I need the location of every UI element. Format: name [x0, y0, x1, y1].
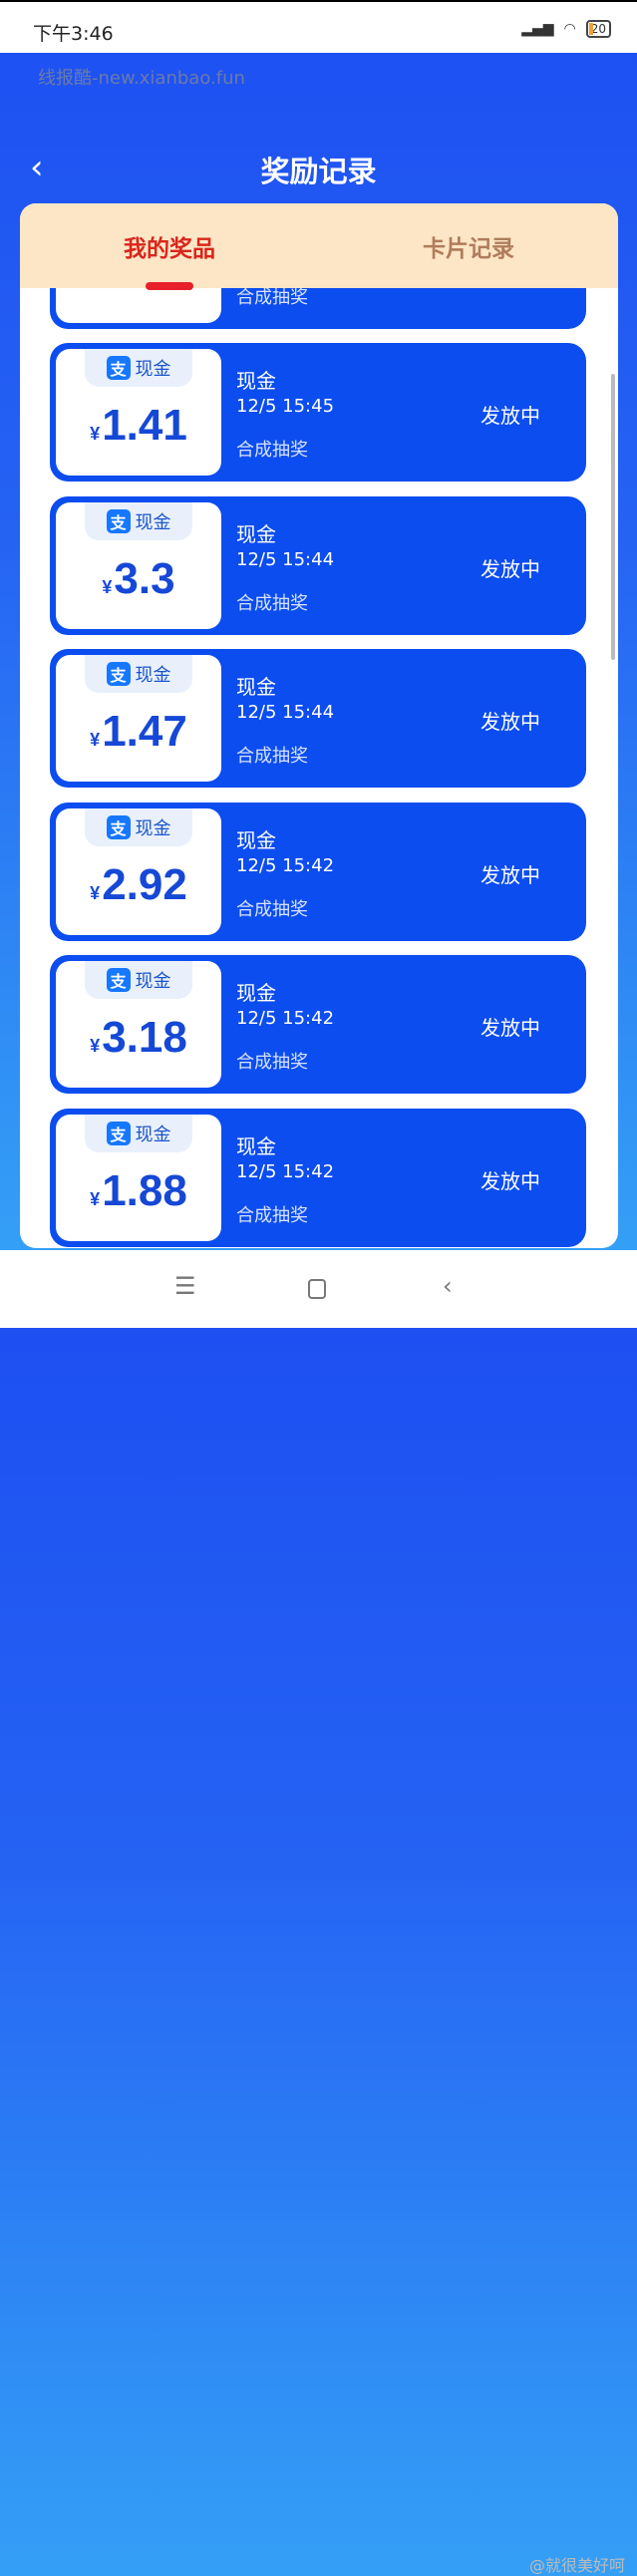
badge-label: 现金	[135, 817, 171, 839]
weibo-watermark: @就很美好呵	[528, 2556, 625, 2575]
badge-label: 现金	[135, 665, 171, 686]
prize-box: 支现金 ¥1.88	[56, 1114, 221, 1241]
tab-card-records[interactable]: 卡片记录	[319, 203, 618, 288]
amount-value: 1.47	[102, 707, 187, 756]
record-card[interactable]: 支现金 ¥2.92 现金 12/5 15:42 合成抽奖 发放中	[50, 802, 586, 941]
prize-amount: ¥3.18	[56, 1013, 221, 1063]
prize-box: 支现金 ¥1.41	[56, 349, 221, 476]
prize-amount: ¥2.92	[56, 860, 221, 910]
prize-amount: ¥3.3	[56, 554, 221, 604]
tab-label: 我的奖品	[124, 236, 215, 262]
header: ‹ 奖励记录	[0, 53, 637, 202]
badge-label: 现金	[135, 971, 171, 992]
amount-value: 2.92	[102, 859, 187, 909]
currency-symbol: ¥	[90, 1188, 101, 1209]
active-tab-indicator	[146, 282, 193, 290]
badge-label: 现金	[135, 511, 171, 533]
record-card[interactable]: 支现金 ¥3.18 现金 12/5 15:42 合成抽奖 发放中	[50, 955, 586, 1094]
record-title: 现金	[236, 1133, 276, 1158]
record-source: 合成抽奖	[236, 898, 308, 920]
alipay-icon: 支	[106, 662, 131, 686]
currency-symbol: ¥	[90, 882, 101, 903]
record-time: 12/5 15:45	[236, 396, 335, 417]
record-card[interactable]: 支现金 ¥1.88 现金 12/5 15:42 合成抽奖 发放中	[50, 1108, 586, 1247]
record-status: 发放中	[480, 862, 540, 887]
tab-my-prizes[interactable]: 我的奖品	[20, 203, 319, 290]
record-source: 合成抽奖	[236, 440, 308, 461]
record-source: 合成抽奖	[236, 1204, 308, 1226]
alipay-icon: 支	[106, 508, 131, 533]
alipay-icon: 支	[106, 968, 131, 992]
prize-badge: 支现金	[85, 807, 192, 846]
prize-badge: 支现金	[85, 349, 192, 387]
scrollbar[interactable]	[611, 374, 615, 660]
status-time: 下午3:46	[33, 23, 114, 45]
record-source: 合成抽奖	[236, 1052, 308, 1073]
record-title: 现金	[236, 981, 276, 1005]
badge-label: 现金	[135, 1124, 171, 1145]
record-title: 现金	[236, 675, 276, 699]
back-nav-icon[interactable]: ‹	[443, 1272, 453, 1300]
page-title: 奖励记录	[260, 155, 377, 188]
prize-badge: 支现金	[85, 655, 192, 693]
record-source: 合成抽奖	[236, 746, 308, 767]
amount-value: 3.3	[114, 553, 175, 603]
record-card[interactable]: 支现金 ¥1.41 现金 12/5 15:45 合成抽奖 发放中	[50, 343, 586, 482]
prize-badge: 支现金	[85, 961, 192, 999]
alipay-icon: 支	[106, 356, 131, 380]
prize-amount: ¥1.47	[56, 707, 221, 757]
badge-label: 现金	[135, 359, 171, 380]
record-card[interactable]: 支现金 ¥3.3 现金 12/5 15:44 合成抽奖 发放中	[50, 495, 586, 635]
record-time: 12/5 15:44	[236, 702, 335, 723]
currency-symbol: ¥	[90, 1036, 101, 1056]
record-time: 12/5 15:42	[236, 1160, 335, 1182]
record-card-partial[interactable]: 合成抽奖	[50, 288, 586, 329]
record-time: 12/5 15:44	[236, 548, 335, 570]
prize-amount: ¥1.41	[56, 401, 221, 451]
alipay-icon: 支	[106, 1121, 131, 1145]
watermark: 线报酷-new.xianbao.fun	[38, 68, 245, 89]
currency-symbol: ¥	[102, 576, 113, 597]
prize-box: 支现金 ¥1.47	[56, 655, 221, 782]
prize-box: 支现金 ¥2.92	[56, 807, 221, 935]
prize-amount: ¥1.88	[56, 1166, 221, 1216]
battery-icon: 20	[585, 20, 611, 38]
alipay-icon: 支	[106, 814, 131, 839]
record-status: 发放中	[480, 1168, 540, 1193]
tab-label: 卡片记录	[423, 236, 514, 262]
tab-bar: 我的奖品 卡片记录	[20, 203, 618, 290]
record-title: 现金	[236, 827, 276, 852]
signal-icon: ▂▄▆	[521, 21, 554, 37]
prize-box	[56, 288, 221, 323]
record-card[interactable]: 支现金 ¥1.47 现金 12/5 15:44 合成抽奖 发放中	[50, 649, 586, 788]
record-status: 发放中	[480, 710, 540, 734]
prize-box: 支现金 ¥3.18	[56, 961, 221, 1088]
currency-symbol: ¥	[90, 424, 101, 444]
records-panel: 我的奖品 卡片记录 合成抽奖 支现金 ¥1.41 现金 12/5 15:45 合…	[20, 203, 618, 1248]
record-title: 现金	[236, 369, 276, 393]
home-icon[interactable]	[308, 1279, 326, 1299]
record-time: 12/5 15:42	[236, 854, 335, 876]
record-time: 12/5 15:42	[236, 1008, 335, 1029]
amount-value: 1.88	[102, 1165, 187, 1215]
prize-badge: 支现金	[85, 1114, 192, 1152]
record-title: 现金	[236, 521, 276, 546]
record-source: 合成抽奖	[236, 592, 308, 614]
record-status: 发放中	[480, 556, 540, 581]
prize-badge: 支现金	[85, 501, 192, 540]
back-button[interactable]: ‹	[30, 148, 44, 187]
record-status: 发放中	[480, 1016, 540, 1040]
record-status: 发放中	[480, 404, 540, 428]
wifi-icon: ◠	[563, 21, 576, 37]
system-nav-bar: ☰ ‹ @就很美好呵	[0, 1250, 637, 2575]
record-source: 合成抽奖	[236, 288, 308, 308]
prize-box: 支现金 ¥3.3	[56, 501, 221, 629]
menu-icon[interactable]: ☰	[174, 1272, 196, 1300]
currency-symbol: ¥	[90, 730, 101, 750]
amount-value: 3.18	[102, 1013, 187, 1062]
record-list[interactable]: 合成抽奖 支现金 ¥1.41 现金 12/5 15:45 合成抽奖 发放中 支现…	[20, 288, 618, 1248]
amount-value: 1.41	[102, 401, 187, 450]
status-bar: 下午3:46 ▂▄▆ ◠ 20	[0, 0, 637, 53]
